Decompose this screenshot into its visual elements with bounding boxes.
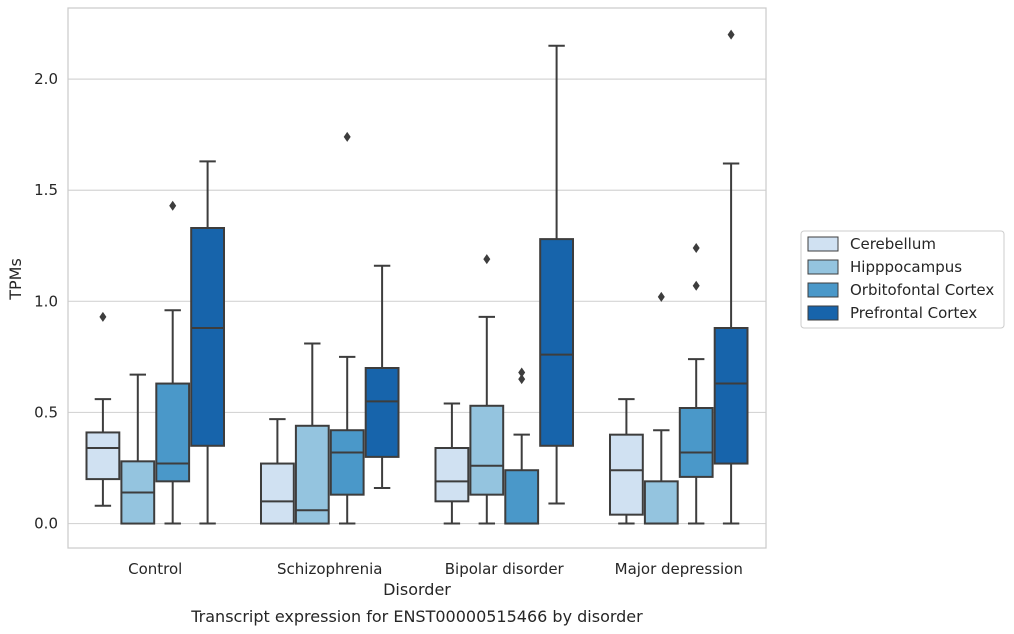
box-body [643, 480, 679, 525]
legend-label: Hipppocampus [850, 258, 962, 276]
box-0-3 [190, 160, 226, 525]
legend-frame [800, 230, 1005, 329]
legend-swatch [807, 305, 839, 321]
x-tick-label: Major depression [615, 560, 743, 578]
x-axis-label: Disorder [383, 580, 451, 599]
box-1-3 [364, 264, 400, 489]
box-2-3 [539, 44, 575, 505]
y-tick-label: 2.0 [34, 70, 58, 88]
box-0-2 [155, 200, 191, 525]
box-1-1 [294, 342, 330, 525]
outlier-point [169, 200, 177, 211]
box-body [608, 433, 644, 516]
outlier-point [99, 311, 107, 322]
box-body [713, 327, 749, 465]
box-body [364, 367, 400, 458]
outlier-point [518, 367, 526, 378]
legend-swatch [807, 236, 839, 252]
box-body [504, 469, 540, 525]
x-tick-labels: Control Schizophrenia Bipolar disorder Majo… [128, 560, 743, 578]
box-3-3 [713, 29, 749, 525]
x-tick-label: Bipolar disorder [445, 560, 565, 578]
legend-label: Prefrontal Cortex [850, 304, 977, 322]
box-0-1 [120, 373, 156, 525]
box-2-0 [434, 402, 470, 525]
box-3-2 [678, 243, 714, 525]
y-tick-label: 1.0 [34, 292, 58, 310]
box-2-1 [469, 254, 505, 525]
outlier-point [657, 291, 665, 302]
plot-frame [67, 7, 767, 549]
x-tick-label: Control [128, 560, 182, 578]
box-body [294, 424, 330, 525]
outlier-point [518, 374, 526, 385]
outlier-point [483, 254, 491, 265]
box-2-2 [504, 367, 540, 525]
legend: Cerebellum Hipppocampus Orbitofontal Corte… [800, 230, 1005, 329]
box-body [329, 429, 365, 496]
box-1-2 [329, 131, 365, 525]
box-body [469, 404, 505, 496]
box-3-0 [608, 398, 644, 525]
figure-caption: Transcript expression for ENST0000051546… [190, 607, 643, 626]
y-tick-labels: 0.0 0.5 1.0 1.5 2.0 [34, 70, 58, 532]
box-body [85, 431, 121, 481]
box-1-0 [259, 418, 295, 525]
box-0-0 [85, 311, 121, 507]
y-tick-label: 0.5 [34, 403, 58, 421]
box-body [539, 238, 575, 447]
y-tick-label: 1.5 [34, 181, 58, 199]
x-tick-label: Schizophrenia [277, 560, 382, 578]
legend-swatch [807, 259, 839, 275]
outlier-point [692, 243, 700, 253]
outlier-point [343, 131, 351, 142]
outlier-point [727, 29, 735, 40]
y-tick-label: 0.0 [34, 515, 58, 533]
boxes [85, 29, 749, 525]
box-body [155, 382, 191, 483]
y-axis-label: TPMs [6, 258, 25, 301]
legend-label: Orbitofontal Cortex [850, 281, 994, 299]
box-body [190, 227, 226, 447]
outlier-point [692, 280, 700, 291]
box-3-1 [643, 291, 679, 525]
legend-label: Cerebellum [850, 235, 936, 253]
legend-swatch [807, 282, 839, 298]
box-body [434, 447, 470, 503]
box-body [259, 462, 295, 525]
box-body [678, 407, 714, 478]
